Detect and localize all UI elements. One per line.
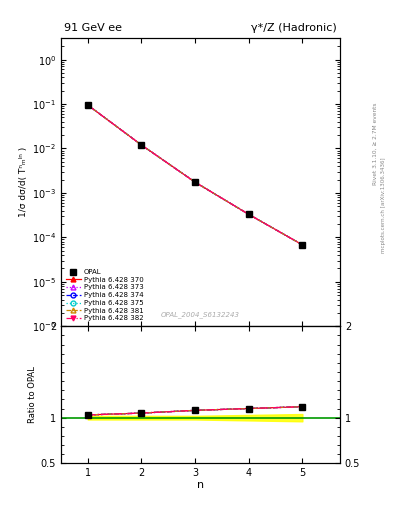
Text: 91 GeV ee: 91 GeV ee <box>64 23 122 33</box>
Text: mcplots.cern.ch [arXiv:1306.3436]: mcplots.cern.ch [arXiv:1306.3436] <box>381 157 386 252</box>
X-axis label: n: n <box>197 480 204 489</box>
Text: γ*/Z (Hadronic): γ*/Z (Hadronic) <box>252 23 337 33</box>
Y-axis label: Ratio to OPAL: Ratio to OPAL <box>28 367 37 423</box>
Text: Rivet 3.1.10, ≥ 2.7M events: Rivet 3.1.10, ≥ 2.7M events <box>373 102 378 185</box>
Legend: OPAL, Pythia 6.428 370, Pythia 6.428 373, Pythia 6.428 374, Pythia 6.428 375, Py: OPAL, Pythia 6.428 370, Pythia 6.428 373… <box>64 268 145 323</box>
Text: OPAL_2004_S6132243: OPAL_2004_S6132243 <box>161 311 240 317</box>
Y-axis label: 1/σ dσ/d( Tⁿₘᴵⁿ ): 1/σ dσ/d( Tⁿₘᴵⁿ ) <box>19 147 28 218</box>
